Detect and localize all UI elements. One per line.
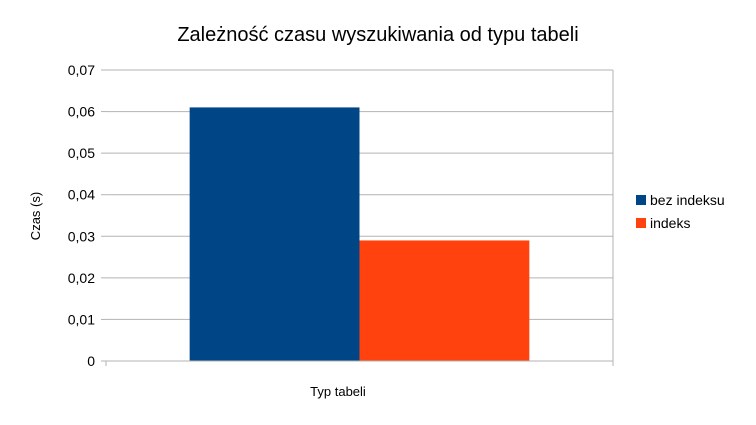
y-tick-label: 0,07 — [68, 62, 95, 78]
y-tick-label: 0,02 — [68, 270, 95, 286]
bar-bez-indeksu — [189, 107, 360, 362]
chart-title: Zależność czasu wyszukiwania od typu tab… — [177, 24, 578, 46]
legend-label: indeks — [650, 215, 690, 231]
x-axis-label: Typ tabeli — [310, 384, 366, 399]
y-tick-label: 0,01 — [68, 311, 95, 327]
y-tick-label: 0,03 — [68, 228, 95, 244]
bar-indeks — [359, 240, 530, 361]
y-tick-labels: 0 0,01 0,02 0,03 0,04 0,05 0,06 0,07 — [68, 62, 95, 369]
legend-swatch — [636, 218, 646, 228]
y-tick-label: 0,05 — [68, 145, 95, 161]
y-tick-label: 0 — [87, 353, 95, 369]
bars — [189, 107, 530, 362]
y-axis-label: Czas (s) — [28, 192, 43, 240]
legend-label: bez indeksu — [650, 192, 725, 208]
legend-swatch — [636, 195, 646, 205]
y-tick-label: 0,06 — [68, 104, 95, 120]
legend: bez indeksu indeks — [636, 192, 725, 231]
y-tick-label: 0,04 — [68, 187, 95, 203]
